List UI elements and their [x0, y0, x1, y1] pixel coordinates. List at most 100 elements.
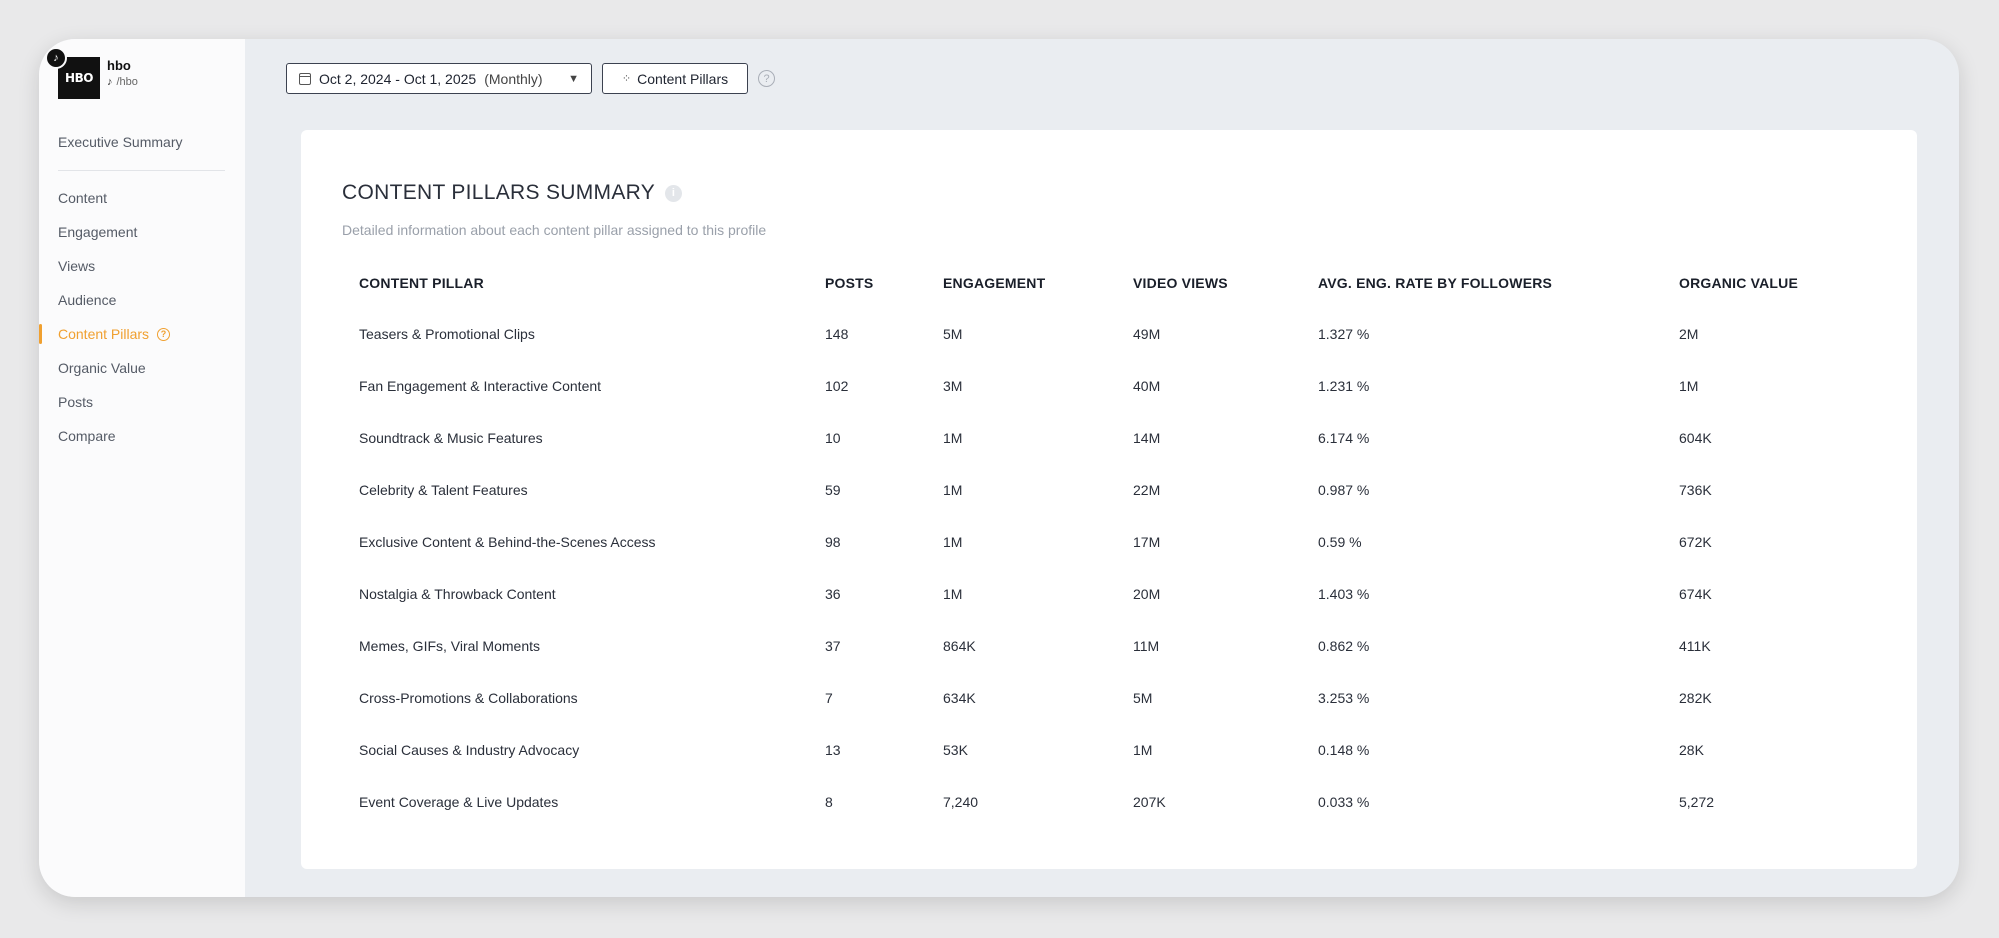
cell-video-views: 207K	[1133, 794, 1166, 810]
card-title-text: CONTENT PILLARS SUMMARY	[342, 181, 656, 204]
content-pillars-button[interactable]: ⁘ Content Pillars	[602, 63, 748, 94]
sidebar-item-views[interactable]: Views	[39, 249, 245, 283]
cell-posts: 102	[825, 378, 849, 394]
cell-organic-value: 674K	[1679, 586, 1712, 602]
table-row: Event Coverage & Live Updates 8 7,240 20…	[359, 776, 1899, 828]
column-header-engagement[interactable]: ENGAGEMENT	[943, 275, 1046, 291]
sidebar-item-engagement[interactable]: Engagement	[39, 215, 245, 249]
cell-engagement: 1M	[943, 482, 963, 498]
help-icon[interactable]: ?	[758, 70, 775, 87]
cell-engagement: 1M	[943, 586, 963, 602]
cell-avg-eng-rate: 0.862 %	[1318, 638, 1370, 654]
toolbar: Oct 2, 2024 - Oct 1, 2025 (Monthly) ▼ ⁘ …	[286, 63, 775, 94]
sidebar-item-audience[interactable]: Audience	[39, 283, 245, 317]
sidebar: HBO ♪ hbo ♪ /hbo Executive Summary Conte…	[39, 39, 245, 897]
sidebar-item-compare[interactable]: Compare	[39, 419, 245, 453]
cell-video-views: 20M	[1133, 586, 1161, 602]
sidebar-item-label: Posts	[58, 394, 94, 410]
table-row: Teasers & Promotional Clips 148 5M 49M 1…	[359, 308, 1899, 360]
cell-organic-value: 28K	[1679, 742, 1704, 758]
sidebar-item-executive-summary[interactable]: Executive Summary	[39, 125, 245, 159]
cell-content-pillar: Soundtrack & Music Features	[359, 430, 543, 446]
cell-avg-eng-rate: 0.033 %	[1318, 794, 1370, 810]
date-range-text: Oct 2, 2024 - Oct 1, 2025	[319, 70, 477, 87]
cell-posts: 7	[825, 690, 833, 706]
cell-engagement: 1M	[943, 534, 963, 550]
column-header-organic-value[interactable]: ORGANIC VALUE	[1679, 275, 1799, 291]
content-pillars-card: CONTENT PILLARS SUMMARY i Detailed infor…	[301, 130, 1917, 869]
cell-posts: 98	[825, 534, 841, 550]
cell-video-views: 14M	[1133, 430, 1161, 446]
profile-handle: ♪ /hbo	[107, 76, 138, 88]
column-header-content-pillar[interactable]: CONTENT PILLAR	[359, 275, 484, 291]
cell-content-pillar: Social Causes & Industry Advocacy	[359, 742, 580, 758]
hbo-logo: HBO	[58, 57, 100, 99]
table-row: Celebrity & Talent Features 59 1M 22M 0.…	[359, 464, 1899, 516]
cell-video-views: 22M	[1133, 482, 1161, 498]
cell-engagement: 5M	[943, 326, 963, 342]
sidebar-item-content-pillars[interactable]: Content Pillars ?	[39, 317, 245, 351]
sidebar-item-label: Content	[58, 190, 108, 206]
cell-content-pillar: Memes, GIFs, Viral Moments	[359, 638, 541, 654]
cell-organic-value: 5,272	[1679, 794, 1715, 810]
info-icon[interactable]: i	[665, 184, 683, 202]
cell-organic-value: 672K	[1679, 534, 1712, 550]
cell-avg-eng-rate: 1.231 %	[1318, 378, 1370, 394]
cell-avg-eng-rate: 1.403 %	[1318, 586, 1370, 602]
sparkle-icon: ⁘	[621, 73, 632, 85]
cell-content-pillar: Celebrity & Talent Features	[359, 482, 528, 498]
sidebar-item-content[interactable]: Content	[39, 181, 245, 215]
profile-header[interactable]: HBO ♪ hbo ♪ /hbo	[45, 47, 245, 117]
date-range-dropdown[interactable]: Oct 2, 2024 - Oct 1, 2025 (Monthly) ▼	[286, 63, 592, 94]
cell-organic-value: 604K	[1679, 430, 1712, 446]
cell-posts: 59	[825, 482, 841, 498]
cell-content-pillar: Fan Engagement & Interactive Content	[359, 378, 602, 394]
card-title: CONTENT PILLARS SUMMARY i	[342, 181, 683, 205]
date-period-text: (Monthly)	[484, 70, 543, 87]
nav-divider	[58, 170, 225, 171]
cell-engagement: 3M	[943, 378, 963, 394]
cell-content-pillar: Teasers & Promotional Clips	[359, 326, 535, 342]
sidebar-item-organic-value[interactable]: Organic Value	[39, 351, 245, 385]
cell-video-views: 40M	[1133, 378, 1161, 394]
sidebar-item-label: Audience	[58, 292, 117, 308]
card-subtitle: Detailed information about each content …	[342, 222, 767, 238]
content-pillars-table: CONTENT PILLAR POSTS ENGAGEMENT VIDEO VI…	[359, 258, 1899, 828]
cell-avg-eng-rate: 0.148 %	[1318, 742, 1370, 758]
cell-video-views: 17M	[1133, 534, 1161, 550]
cell-posts: 37	[825, 638, 841, 654]
cell-avg-eng-rate: 6.174 %	[1318, 430, 1370, 446]
app-window: HBO ♪ hbo ♪ /hbo Executive Summary Conte…	[39, 39, 1959, 897]
content-pillars-button-label: Content Pillars	[637, 70, 729, 87]
sidebar-item-label: Compare	[58, 428, 116, 444]
cell-video-views: 5M	[1133, 690, 1153, 706]
cell-posts: 13	[825, 742, 841, 758]
sidebar-item-posts[interactable]: Posts	[39, 385, 245, 419]
cell-organic-value: 2M	[1679, 326, 1699, 342]
cell-content-pillar: Nostalgia & Throwback Content	[359, 586, 556, 602]
cell-avg-eng-rate: 3.253 %	[1318, 690, 1370, 706]
cell-engagement: 1M	[943, 430, 963, 446]
help-icon[interactable]: ?	[157, 327, 171, 341]
column-header-posts[interactable]: POSTS	[825, 275, 874, 291]
cell-content-pillar: Cross-Promotions & Collaborations	[359, 690, 578, 706]
sidebar-item-label: Engagement	[58, 224, 138, 240]
table-row: Social Causes & Industry Advocacy 13 53K…	[359, 724, 1899, 776]
sidebar-item-label: Views	[58, 258, 96, 274]
cell-video-views: 11M	[1133, 638, 1160, 654]
sidebar-item-label: Executive Summary	[58, 134, 183, 150]
cell-organic-value: 411K	[1679, 638, 1711, 654]
table-header-row: CONTENT PILLAR POSTS ENGAGEMENT VIDEO VI…	[359, 258, 1899, 308]
column-header-video-views[interactable]: VIDEO VIEWS	[1133, 275, 1228, 291]
caret-down-icon: ▼	[568, 72, 579, 85]
cell-avg-eng-rate: 0.59 %	[1318, 534, 1362, 550]
column-header-avg-eng-rate[interactable]: AVG. ENG. RATE BY FOLLOWERS	[1318, 275, 1553, 291]
cell-content-pillar: Exclusive Content & Behind-the-Scenes Ac…	[359, 534, 656, 550]
cell-organic-value: 736K	[1679, 482, 1712, 498]
cell-posts: 36	[825, 586, 841, 602]
calendar-icon	[299, 72, 311, 85]
cell-avg-eng-rate: 1.327 %	[1318, 326, 1370, 342]
cell-engagement: 53K	[943, 742, 968, 758]
cell-organic-value: 1M	[1679, 378, 1699, 394]
cell-organic-value: 282K	[1679, 690, 1712, 706]
